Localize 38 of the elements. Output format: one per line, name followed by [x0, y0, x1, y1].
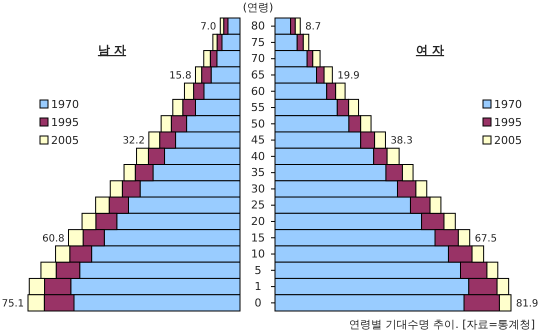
legend-label: 1995	[494, 116, 522, 129]
y-tick-label: 0	[254, 296, 262, 310]
y-axis-title: (연령)	[242, 1, 274, 14]
annotation: 75.1	[2, 298, 24, 310]
text: 연령별 기대수명 추이. [자료=통계청]	[349, 318, 535, 331]
y-tick-label: 45	[251, 134, 265, 147]
legend-label: 1970	[51, 98, 79, 111]
annotation: 8.7	[305, 22, 322, 33]
y-tick-label: 60	[251, 84, 265, 98]
legend-label: 1995	[51, 116, 79, 129]
y-tick-label: 70	[251, 52, 265, 66]
legend-label: 1970	[494, 98, 522, 111]
text: 여 자	[416, 43, 444, 57]
annotation: 60.8	[42, 233, 64, 244]
y-tick-label: 30	[251, 182, 265, 196]
legend-label: 2005	[51, 134, 79, 147]
y-tick-label: 10	[251, 248, 265, 261]
y-tick-label: 25	[251, 198, 265, 212]
annotation: 7.0	[200, 22, 216, 33]
annotation: 38.3	[390, 136, 413, 147]
y-tick-label: 40	[251, 150, 265, 163]
text: 남 자	[98, 43, 126, 57]
annotation: 15.8	[169, 70, 192, 82]
y-tick-label: 55	[251, 101, 265, 114]
annotation: 19.9	[337, 70, 360, 82]
annotation: 81.9	[516, 298, 538, 310]
y-tick-label: 35	[251, 166, 265, 180]
y-tick-label: 20	[251, 214, 265, 228]
y-tick-label: 50	[251, 117, 265, 130]
y-tick-label: 80	[251, 20, 265, 33]
y-tick-label: 75	[251, 36, 265, 49]
annotation: 32.2	[122, 136, 145, 147]
y-tick-label: 65	[251, 68, 265, 82]
y-tick-label: 1	[254, 280, 262, 294]
annotation: 67.5	[474, 233, 497, 244]
y-tick-label: 5	[254, 264, 262, 277]
y-tick-label: 15	[251, 231, 265, 244]
legend-label: 2005	[494, 134, 522, 147]
